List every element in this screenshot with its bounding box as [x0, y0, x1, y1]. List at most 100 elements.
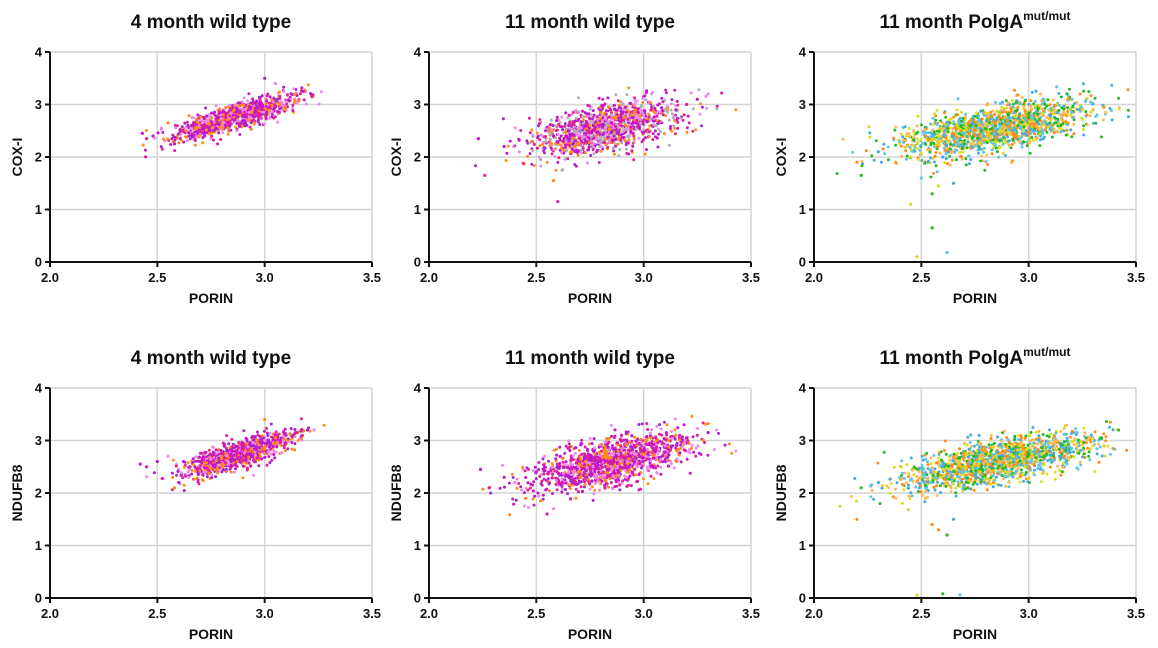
data-point	[1027, 116, 1031, 120]
data-point	[1041, 129, 1045, 133]
data-point	[614, 117, 618, 121]
data-point	[221, 113, 225, 117]
data-point	[632, 158, 636, 162]
data-point	[1010, 99, 1014, 103]
data-point	[241, 476, 245, 480]
data-point	[230, 449, 235, 453]
data-point	[978, 142, 982, 146]
data-point	[700, 124, 703, 128]
data-point	[958, 150, 962, 154]
x-axis-label: PORIN	[953, 290, 997, 306]
data-point	[252, 118, 256, 122]
data-point	[181, 129, 185, 133]
data-point	[220, 454, 224, 458]
data-point	[240, 100, 244, 104]
data-point	[613, 103, 616, 107]
data-point	[256, 120, 260, 124]
data-point	[625, 93, 629, 97]
data-point	[979, 121, 983, 124]
data-point	[273, 81, 277, 86]
data-point	[1101, 118, 1105, 122]
data-point	[657, 120, 661, 123]
data-point	[597, 488, 601, 492]
data-point	[161, 131, 165, 134]
data-point	[1008, 117, 1012, 121]
data-point	[245, 112, 249, 116]
x-tick-label: 3.0	[635, 270, 653, 285]
data-point	[224, 454, 228, 458]
data-point	[673, 126, 677, 130]
data-point	[1007, 139, 1011, 143]
data-point	[141, 143, 145, 147]
data-point	[598, 111, 602, 114]
data-point	[867, 125, 871, 129]
panel-title-superscript: mut/mut	[1023, 9, 1070, 23]
data-point	[1050, 129, 1054, 132]
data-point	[574, 164, 578, 168]
data-point	[550, 152, 554, 156]
data-point	[239, 456, 243, 460]
data-point	[990, 115, 994, 119]
data-point	[552, 148, 556, 152]
data-point	[954, 148, 957, 152]
data-point	[1080, 105, 1084, 109]
data-point	[661, 100, 665, 104]
data-point	[905, 154, 909, 158]
data-point	[919, 153, 923, 156]
data-point	[904, 149, 908, 153]
data-point	[1036, 107, 1040, 111]
data-point	[634, 127, 638, 131]
data-point	[903, 125, 907, 129]
data-point	[1126, 115, 1130, 119]
data-point	[594, 125, 598, 129]
data-point	[574, 129, 578, 133]
data-point	[222, 110, 226, 114]
x-tick-label: 2.5	[527, 270, 545, 285]
data-point	[644, 136, 647, 140]
data-point	[527, 116, 531, 120]
data-point	[641, 138, 645, 142]
gridlines	[814, 51, 1137, 262]
data-point	[950, 158, 954, 162]
x-tick-label: 2.5	[912, 270, 930, 285]
data-point	[717, 431, 720, 435]
data-point	[625, 127, 629, 131]
data-point	[1089, 94, 1093, 98]
data-point	[977, 133, 981, 136]
data-point	[607, 120, 610, 124]
data-point	[291, 103, 295, 107]
data-point	[923, 128, 927, 132]
data-point	[886, 158, 890, 162]
data-point	[592, 492, 596, 496]
data-point	[312, 428, 316, 432]
data-point	[260, 94, 264, 98]
data-point	[637, 136, 641, 140]
data-point	[1055, 85, 1059, 89]
data-point	[567, 439, 571, 443]
data-point	[621, 129, 625, 133]
data-point	[567, 143, 571, 147]
data-point	[1012, 141, 1016, 145]
data-point	[676, 126, 680, 130]
data-point	[1051, 98, 1055, 102]
data-point	[260, 434, 264, 438]
data-point	[1004, 99, 1008, 103]
y-tick-label: 1	[35, 538, 42, 553]
data-point	[193, 143, 197, 147]
data-point	[197, 124, 201, 128]
data-point	[988, 137, 992, 141]
data-point	[283, 441, 287, 445]
data-point	[182, 489, 186, 493]
data-point	[208, 129, 211, 132]
data-point	[1011, 105, 1015, 109]
data-point	[999, 128, 1002, 132]
data-point	[253, 106, 257, 110]
data-point	[951, 134, 954, 138]
data-point	[611, 116, 615, 120]
data-point	[521, 161, 525, 165]
data-point	[192, 463, 196, 467]
data-point	[639, 117, 643, 121]
data-point	[173, 149, 177, 153]
x-tick-label: 3.5	[363, 270, 381, 285]
data-point	[1014, 101, 1018, 105]
